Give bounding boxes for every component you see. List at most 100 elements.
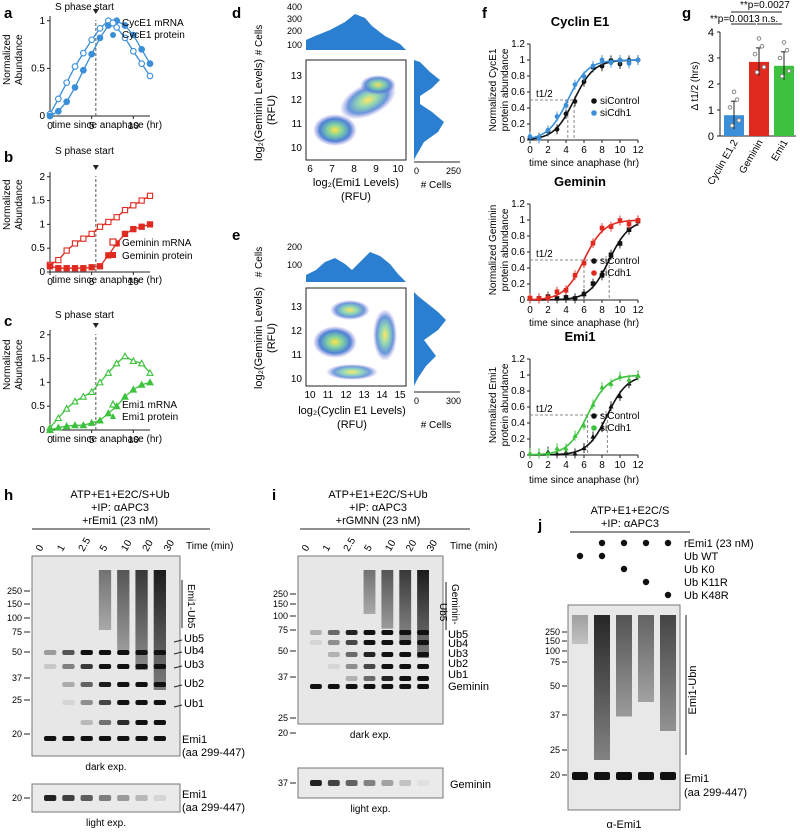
mw-label: 20	[278, 728, 288, 738]
legend: Emi1 mRNA Emi1 protein	[109, 399, 178, 423]
condition-label: Ub K0	[684, 564, 715, 576]
data-point	[146, 378, 154, 386]
band	[345, 640, 358, 645]
y-tick-label: 1.2	[511, 39, 525, 50]
mw-label: 20	[12, 729, 22, 739]
band	[417, 652, 429, 657]
data-point	[146, 368, 154, 376]
data-point	[80, 265, 87, 272]
ladder-smear	[363, 570, 376, 614]
data-point	[635, 57, 641, 63]
band	[62, 650, 75, 655]
ladder-smear	[381, 570, 394, 629]
data-point	[599, 384, 605, 390]
data-point	[590, 281, 596, 286]
legend-label: siControl	[600, 411, 639, 422]
band	[135, 682, 148, 687]
y-tick-label: 0.2	[511, 279, 525, 290]
y-tick-label: 1	[39, 219, 45, 230]
data-point	[786, 68, 792, 74]
ladder-smear	[417, 570, 429, 658]
sig-label: **p=0.0013	[710, 14, 760, 25]
data-point	[635, 372, 641, 378]
data-point	[572, 99, 578, 104]
y-tick-label: 0	[519, 450, 525, 461]
data-point	[96, 378, 104, 386]
band	[62, 795, 75, 801]
band	[310, 630, 322, 635]
legend-marker	[109, 399, 117, 408]
data-point	[54, 107, 62, 115]
y-label: Abundance	[14, 179, 25, 230]
condition-line: +rEmi1 (23 nM)	[82, 515, 158, 527]
condition-line: +IP: αAPC3	[91, 502, 149, 514]
lane-label: 20	[141, 538, 156, 554]
band	[44, 664, 57, 669]
condition-line: +IP: αAPC3	[601, 518, 659, 530]
band	[98, 736, 112, 741]
band-pointer	[173, 684, 183, 688]
data-point	[54, 423, 63, 431]
subplot-title: Geminin	[554, 174, 606, 189]
data-point	[581, 445, 587, 451]
y-tick-label: 0.6	[511, 87, 525, 98]
band	[44, 795, 57, 801]
panel-i: i ATP+E1+E2C/S+Ub +IP: αAPC3 +rGMNN (23 …	[272, 487, 497, 815]
band	[153, 720, 166, 725]
bar-label: Cyclin E1,2	[706, 138, 741, 188]
x-tick-label: 4	[563, 305, 569, 316]
data-point	[130, 225, 137, 233]
lane-label: 30	[162, 538, 177, 554]
data-point	[146, 60, 154, 67]
data-point	[63, 79, 71, 87]
data-point	[71, 240, 79, 247]
data-point	[146, 221, 154, 228]
y-tick-label: 1.2	[511, 354, 525, 365]
band	[345, 780, 358, 786]
y-label: Normalized	[2, 179, 13, 230]
y-unit: (RFU)	[266, 95, 278, 125]
data-point	[752, 51, 758, 57]
band-pointer	[173, 639, 183, 643]
data-point	[62, 404, 71, 412]
mw-label: 150	[273, 599, 288, 609]
x-tick-label: 8	[599, 145, 605, 156]
band	[44, 650, 57, 655]
band	[135, 650, 148, 655]
band	[117, 700, 130, 705]
exposure-label: light exp.	[350, 804, 390, 815]
svg-text:11: 11	[292, 350, 303, 361]
band	[62, 736, 75, 741]
band	[80, 700, 93, 705]
x-tick-label: 10	[614, 145, 626, 156]
x-label: log₂(Cyclin E1 Levels)	[298, 405, 406, 417]
panel-letter: h	[4, 487, 13, 504]
band-label: Ub5	[184, 633, 204, 645]
band	[80, 650, 93, 655]
band	[399, 780, 412, 786]
condition-dot	[576, 552, 584, 560]
condition-line: ATP+E1+E2C/S+Ub	[70, 489, 169, 501]
data-point	[581, 260, 587, 266]
svg-text:100: 100	[287, 40, 302, 50]
hist-ticks: 100 200	[287, 242, 302, 270]
data-point	[55, 265, 62, 272]
data-point	[138, 45, 146, 53]
band	[327, 630, 340, 635]
x-tick-label: 12	[632, 145, 644, 156]
legend-marker	[591, 413, 597, 419]
y-tick-label: 1.5	[31, 354, 45, 365]
y-label: Δ t1/2 (hrs)	[690, 62, 701, 111]
panel-c: c S phase start Normalized Abundance tim…	[2, 310, 178, 446]
x-label: log₂(Emi1 Levels)	[313, 177, 399, 189]
legend-label: Geminin mRNA	[122, 238, 192, 249]
s-phase-note: S phase start	[55, 146, 114, 157]
legend-marker	[591, 258, 597, 264]
y-label: Normalized Emi1	[488, 366, 499, 443]
band	[327, 780, 340, 786]
data-point	[608, 60, 614, 66]
data-point	[46, 112, 54, 120]
mw-label: 100	[273, 611, 288, 621]
data-point	[71, 84, 79, 91]
